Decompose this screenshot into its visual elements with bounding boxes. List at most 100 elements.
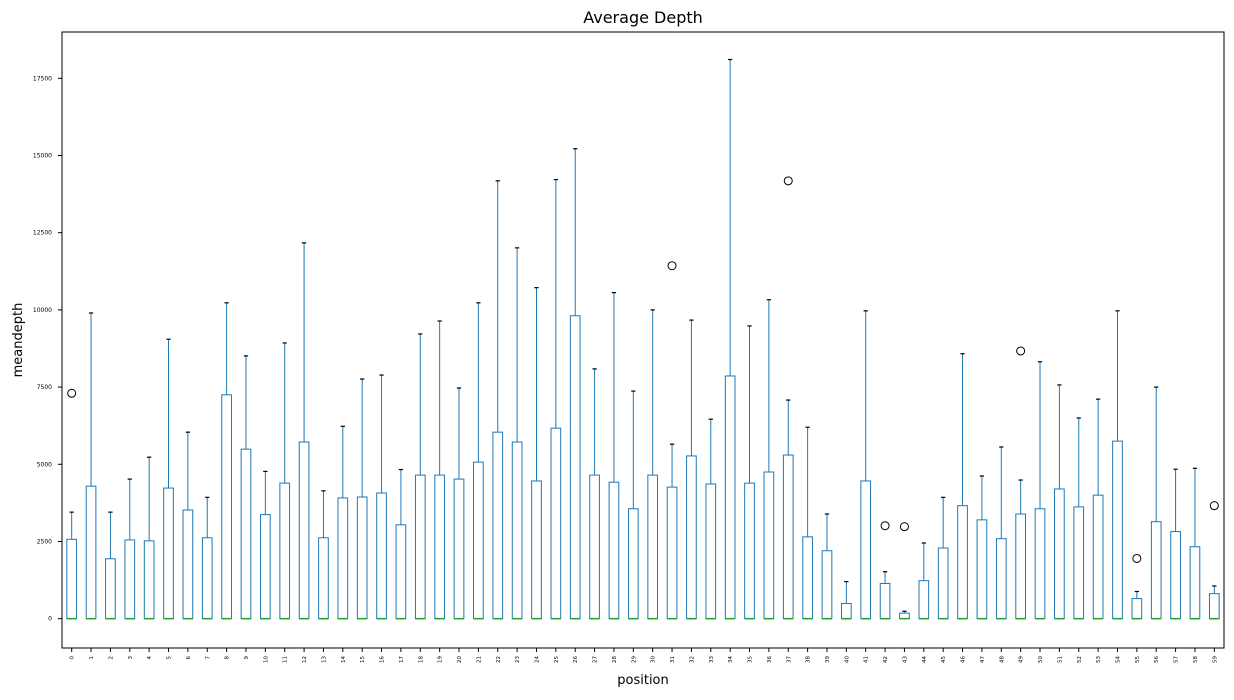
box xyxy=(143,540,155,620)
box xyxy=(1015,513,1026,620)
box xyxy=(995,538,1007,620)
box xyxy=(976,519,988,620)
box xyxy=(337,497,349,620)
y-tick-label: 12500 xyxy=(33,230,52,237)
x-tick-label: 1 xyxy=(89,656,95,660)
box xyxy=(821,550,833,620)
box xyxy=(802,536,813,620)
box xyxy=(899,612,910,620)
box xyxy=(1092,494,1104,620)
x-tick-label: 4 xyxy=(147,656,153,660)
box xyxy=(860,480,872,620)
x-tick-label: 24 xyxy=(534,656,540,663)
x-tick-label: 12 xyxy=(302,656,308,663)
y-tick-label: 5000 xyxy=(37,461,52,468)
x-tick-label: 44 xyxy=(922,656,928,663)
x-tick-label: 33 xyxy=(709,656,715,663)
x-tick-label: 28 xyxy=(612,656,618,663)
y-axis-label: meandepth xyxy=(11,303,26,378)
box xyxy=(66,538,78,620)
outlier-point xyxy=(783,176,793,186)
x-tick-label: 21 xyxy=(476,656,482,663)
x-tick-label: 58 xyxy=(1193,656,1199,663)
box xyxy=(240,448,252,620)
x-tick-label: 46 xyxy=(961,656,967,663)
x-tick-label: 13 xyxy=(321,656,327,663)
box xyxy=(260,514,271,620)
x-tick-label: 11 xyxy=(283,656,289,663)
box xyxy=(1208,593,1220,620)
box xyxy=(550,427,562,620)
x-tick-label: 51 xyxy=(1057,656,1063,663)
box xyxy=(608,481,620,620)
x-tick-label: 15 xyxy=(360,656,366,663)
y-tick-label: 2500 xyxy=(37,538,52,545)
box xyxy=(666,486,678,620)
box xyxy=(705,483,717,620)
x-tick-label: 25 xyxy=(554,656,560,663)
box xyxy=(531,480,542,620)
box xyxy=(376,492,387,620)
box xyxy=(957,505,968,620)
x-tick-label: 55 xyxy=(1135,656,1141,663)
outlier-point xyxy=(67,388,77,398)
box xyxy=(1170,531,1181,620)
box xyxy=(511,441,523,620)
box xyxy=(85,485,97,620)
y-tick-label: 15000 xyxy=(33,153,52,160)
box xyxy=(782,454,794,620)
y-tick-label: 7500 xyxy=(37,384,52,391)
x-tick-label: 49 xyxy=(1019,656,1025,663)
box xyxy=(318,537,329,620)
x-tick-label: 54 xyxy=(1115,656,1121,663)
box xyxy=(124,539,136,620)
x-tick-label: 6 xyxy=(186,656,192,660)
box xyxy=(201,537,213,620)
box xyxy=(937,547,949,620)
x-tick-label: 40 xyxy=(844,656,850,663)
box xyxy=(918,580,930,620)
x-axis-label: position xyxy=(617,673,669,688)
x-tick-label: 50 xyxy=(1038,656,1044,663)
x-tick-label: 16 xyxy=(380,656,386,663)
x-tick-label: 41 xyxy=(864,656,870,663)
x-tick-label: 8 xyxy=(225,656,231,660)
box xyxy=(841,603,852,620)
x-tick-label: 30 xyxy=(651,656,657,663)
box xyxy=(763,471,775,620)
box xyxy=(627,508,639,620)
outlier-point xyxy=(880,521,890,531)
x-tick-label: 5 xyxy=(167,656,173,660)
x-tick-label: 22 xyxy=(496,656,502,663)
box xyxy=(724,375,736,620)
x-tick-label: 56 xyxy=(1154,656,1160,663)
box xyxy=(279,482,291,620)
x-tick-label: 19 xyxy=(438,656,444,663)
box xyxy=(105,558,116,620)
box xyxy=(1150,521,1162,620)
box xyxy=(1073,506,1085,620)
y-tick-label: 0 xyxy=(48,616,52,623)
y-tick-label: 17500 xyxy=(33,75,52,82)
box xyxy=(1131,598,1143,620)
x-tick-label: 32 xyxy=(689,656,695,663)
box xyxy=(434,474,445,620)
x-tick-label: 0 xyxy=(70,656,76,660)
x-tick-label: 57 xyxy=(1174,656,1180,663)
x-tick-label: 39 xyxy=(825,656,831,663)
box xyxy=(1189,546,1201,620)
outlier-point xyxy=(1209,501,1219,511)
box xyxy=(569,315,581,620)
box xyxy=(395,524,407,620)
box xyxy=(589,474,600,620)
box xyxy=(356,496,368,620)
box xyxy=(473,461,484,620)
x-tick-label: 48 xyxy=(999,656,1005,663)
x-tick-label: 37 xyxy=(786,656,792,663)
x-tick-label: 29 xyxy=(631,656,637,663)
box xyxy=(1034,508,1046,620)
x-tick-label: 7 xyxy=(205,656,211,660)
